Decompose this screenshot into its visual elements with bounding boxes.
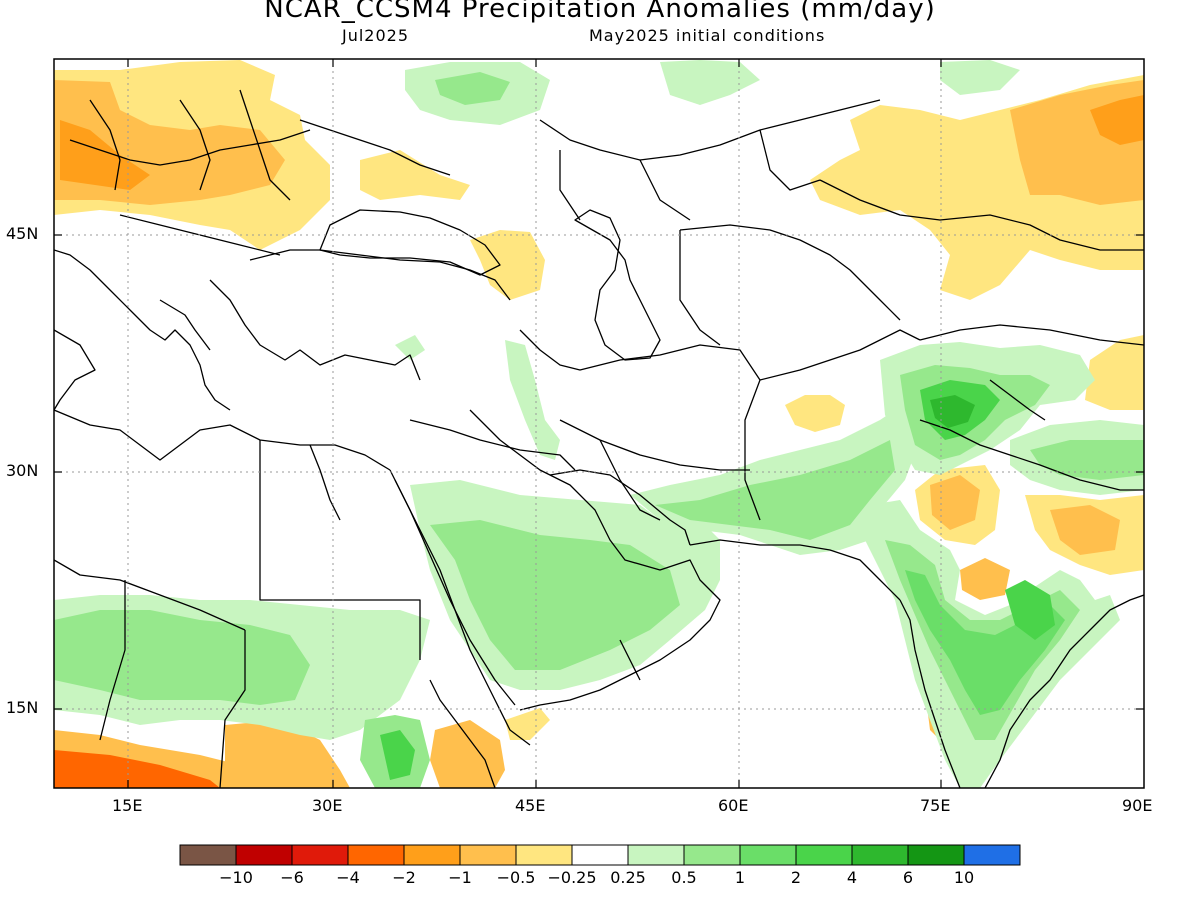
colorbar-swatch — [403, 844, 461, 866]
colorbar-label: −0.25 — [547, 868, 597, 887]
wet-region-arabia-core — [430, 520, 680, 670]
colorbar-swatch — [683, 844, 741, 866]
dry-region-sahel-west-core — [54, 750, 220, 788]
lon-label-15e: 15E — [112, 796, 143, 815]
dry-region-afghanistan — [785, 395, 845, 432]
wet-region-sahara-core — [54, 610, 310, 705]
initial-conditions: May2025 initial conditions — [589, 26, 826, 45]
colorbar-swatch — [347, 844, 405, 866]
wet-region-india-peak — [1005, 580, 1055, 640]
dry-region-bangladesh-core — [1050, 505, 1120, 555]
gridlines — [54, 59, 1144, 788]
lat-label-45n: 45N — [6, 224, 39, 243]
colorbar-label: 4 — [846, 868, 858, 887]
colorbar — [179, 844, 1021, 866]
plot-frame — [53, 58, 1145, 789]
dry-region-east-asia — [1085, 335, 1144, 410]
colorbar-swatch — [739, 844, 797, 866]
target-month: Jul2025 — [342, 26, 410, 45]
colorbar-label: −10 — [219, 868, 253, 887]
colorbar-label: −4 — [336, 868, 360, 887]
wet-region-tibet-core — [1030, 440, 1144, 480]
colorbar-swatch — [179, 844, 237, 866]
colorbar-label: 10 — [953, 868, 975, 887]
lon-label-45e: 45E — [515, 796, 546, 815]
colorbar-swatch — [907, 844, 965, 866]
colorbar-label: −2 — [392, 868, 416, 887]
lat-label-15n: 15N — [6, 698, 39, 717]
wet-region-east-africa-core — [380, 730, 415, 780]
lon-label-90e: 90E — [1122, 796, 1153, 815]
colorbar-swatch — [851, 844, 909, 866]
colorbar-label: 0.25 — [610, 868, 646, 887]
colorbar-label: −1 — [448, 868, 472, 887]
anomaly-field — [54, 60, 1144, 788]
lon-label-30e: 30E — [312, 796, 343, 815]
lon-label-60e: 60E — [718, 796, 749, 815]
colorbar-label: 0.5 — [671, 868, 697, 887]
dry-region-ethiopia — [430, 720, 505, 788]
colorbar-label: 2 — [790, 868, 802, 887]
colorbar-swatch — [459, 844, 517, 866]
colorbar-swatch — [627, 844, 685, 866]
dry-region-india-north-core — [930, 475, 980, 530]
colorbar-label: −0.5 — [496, 868, 536, 887]
lat-label-30n: 30N — [6, 461, 39, 480]
colorbar-swatch — [571, 844, 629, 866]
dry-region-europe-core — [60, 120, 150, 190]
wet-region-pakistan-core — [655, 440, 895, 540]
tick-marks — [54, 59, 1144, 788]
dry-region-mongolia-core — [1090, 95, 1144, 145]
wet-region-levant — [505, 340, 560, 460]
wet-region-india-core — [905, 570, 1065, 715]
colorbar-label: −6 — [280, 868, 304, 887]
coastlines — [54, 89, 1144, 788]
colorbar-swatch — [235, 844, 293, 866]
lon-label-75e: 75E — [920, 796, 951, 815]
colorbar-label: 6 — [902, 868, 914, 887]
dry-region-caucasus — [470, 230, 545, 300]
dry-region-ukraine — [360, 150, 470, 200]
dry-region-yemen — [505, 708, 550, 740]
colorbar-label: 1 — [734, 868, 746, 887]
wet-region-northeast — [660, 60, 760, 105]
wet-region-turkey — [395, 335, 425, 360]
dry-region-sahel-east — [225, 720, 350, 788]
map-title: NCAR_CCSM4 Precipitation Anomalies (mm/d… — [264, 0, 936, 24]
colorbar-swatch — [515, 844, 573, 866]
wet-region-siberia — [940, 60, 1020, 95]
wet-region-north-core — [435, 72, 510, 105]
dry-region-central-india — [960, 558, 1010, 600]
colorbar-swatch — [963, 844, 1021, 866]
colorbar-swatch — [795, 844, 853, 866]
colorbar-swatch — [291, 844, 349, 866]
